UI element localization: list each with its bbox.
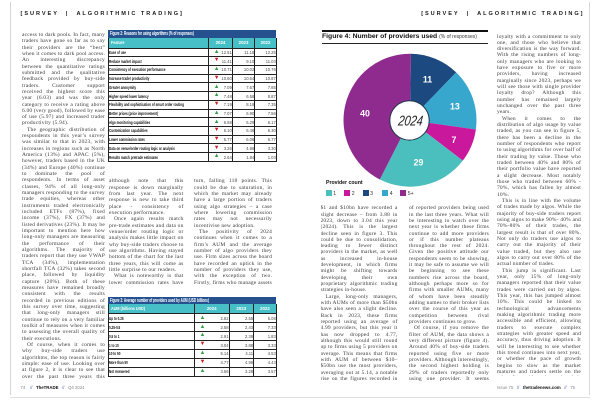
svg-text:2024: 2024 xyxy=(396,112,424,129)
svg-text:29: 29 xyxy=(414,157,424,167)
svg-text:11: 11 xyxy=(423,74,432,84)
svg-text:40: 40 xyxy=(360,108,370,118)
svg-text:13: 13 xyxy=(450,102,460,112)
svg-text:7: 7 xyxy=(452,135,457,145)
